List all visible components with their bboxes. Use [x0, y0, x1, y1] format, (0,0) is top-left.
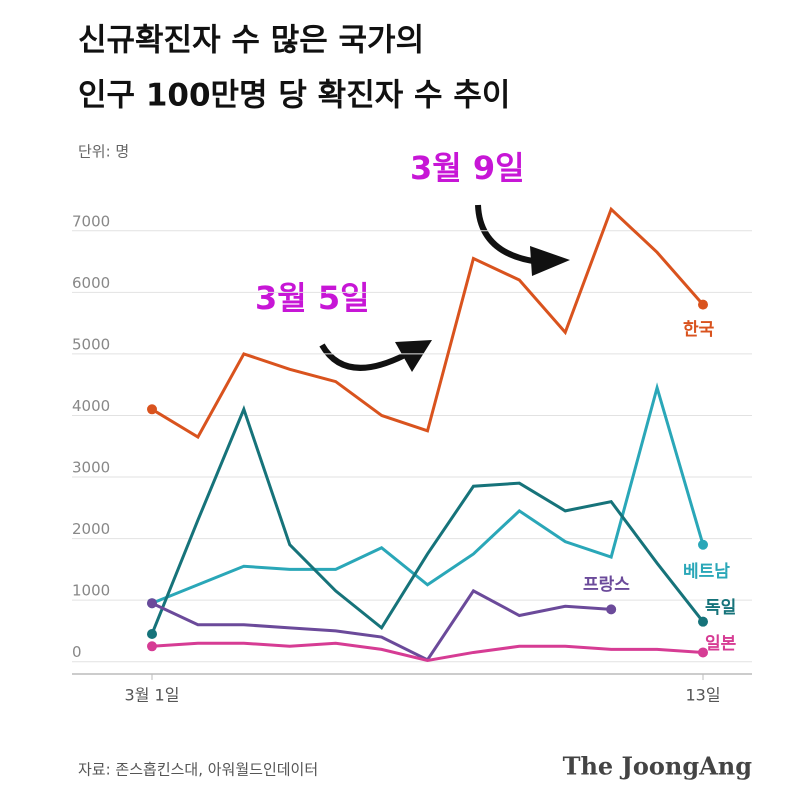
chart-title: 인구 100만명 당 확진자 수 추이: [78, 78, 510, 114]
series-label: 한국: [683, 320, 715, 340]
chart-title: 신규확진자 수 많은 국가의: [78, 23, 424, 59]
x-tick-label: 13일: [685, 686, 720, 705]
arrow: [319, 343, 407, 371]
logo: The JoongAng: [563, 752, 753, 781]
arrow-head: [530, 246, 570, 276]
end-point: [698, 299, 708, 310]
end-point: [606, 604, 617, 615]
end-point: [147, 628, 157, 639]
end-point: [147, 641, 157, 652]
series-label: 독일: [705, 598, 736, 618]
end-point: [698, 539, 708, 550]
y-tick-label: 3000: [72, 459, 110, 477]
series-label: 프랑스: [583, 575, 630, 595]
series-label: 일본: [705, 634, 737, 654]
source: 자료: 존스홉킨스대, 아워월드인데이터: [78, 761, 318, 779]
annotation: 3월 9일: [410, 149, 525, 187]
end-point: [698, 647, 708, 658]
series-line: [150, 405, 705, 635]
unit-label: 단위: 명: [78, 143, 129, 161]
y-tick-label: 4000: [72, 397, 110, 415]
series-line: [151, 382, 705, 605]
arrow: [475, 204, 541, 265]
y-tick-label: 1000: [72, 582, 110, 600]
x-tick-label: 3월 1일: [125, 686, 180, 705]
annotation: 3월 5일: [255, 279, 370, 317]
y-tick-label: 7000: [72, 212, 110, 230]
end-point: [147, 598, 157, 609]
end-point: [698, 616, 708, 627]
arrow-head: [395, 340, 432, 372]
series-line: [151, 588, 612, 662]
end-point: [147, 404, 157, 415]
series-line: [151, 641, 704, 662]
series-label: 베트남: [683, 562, 730, 582]
y-tick-label: 0: [72, 643, 82, 661]
y-tick-label: 2000: [72, 520, 110, 538]
y-tick-label: 6000: [72, 274, 110, 292]
series-line: [151, 206, 705, 440]
y-tick-label: 5000: [72, 335, 110, 353]
